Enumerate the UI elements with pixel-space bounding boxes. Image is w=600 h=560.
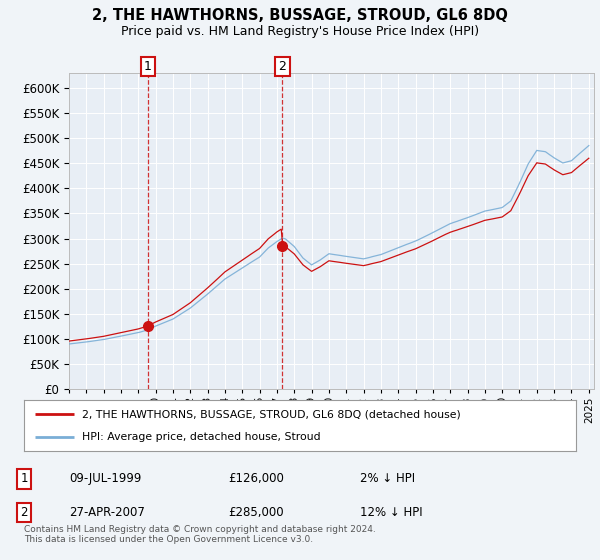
Text: Contains HM Land Registry data © Crown copyright and database right 2024.
This d: Contains HM Land Registry data © Crown c… xyxy=(24,525,376,544)
Text: £126,000: £126,000 xyxy=(228,472,284,486)
Text: 2% ↓ HPI: 2% ↓ HPI xyxy=(360,472,415,486)
Text: HPI: Average price, detached house, Stroud: HPI: Average price, detached house, Stro… xyxy=(82,432,320,442)
Text: 12% ↓ HPI: 12% ↓ HPI xyxy=(360,506,422,519)
Text: 1: 1 xyxy=(144,60,152,73)
Text: 27-APR-2007: 27-APR-2007 xyxy=(69,506,145,519)
Text: Price paid vs. HM Land Registry's House Price Index (HPI): Price paid vs. HM Land Registry's House … xyxy=(121,25,479,38)
Text: 2: 2 xyxy=(278,60,286,73)
Text: 09-JUL-1999: 09-JUL-1999 xyxy=(69,472,142,486)
Text: 2, THE HAWTHORNS, BUSSAGE, STROUD, GL6 8DQ (detached house): 2, THE HAWTHORNS, BUSSAGE, STROUD, GL6 8… xyxy=(82,409,461,419)
Text: 2, THE HAWTHORNS, BUSSAGE, STROUD, GL6 8DQ: 2, THE HAWTHORNS, BUSSAGE, STROUD, GL6 8… xyxy=(92,8,508,24)
Text: £285,000: £285,000 xyxy=(228,506,284,519)
Text: 1: 1 xyxy=(20,472,28,486)
Text: 2: 2 xyxy=(20,506,28,519)
